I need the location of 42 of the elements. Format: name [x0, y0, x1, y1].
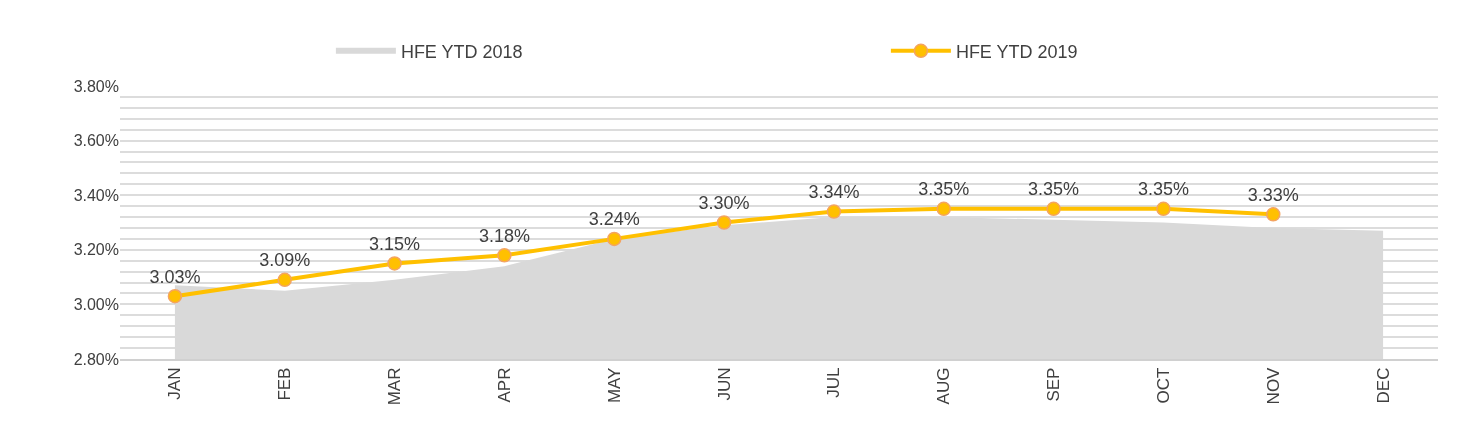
y-tick-label: 2.80%: [73, 350, 119, 368]
x-tick-label: DEC: [1373, 367, 1393, 404]
data-label: 3.34%: [808, 181, 860, 202]
point: [1266, 207, 1281, 222]
legend-label: HFE YTD 2019: [955, 41, 1078, 62]
point: [497, 248, 512, 263]
data-label: 3.30%: [698, 192, 750, 213]
data-label: 3.09%: [259, 250, 311, 271]
x-tick-label: MAY: [604, 367, 624, 404]
y-tick-label: 3.80%: [73, 77, 119, 95]
x-tick-label: JAN: [165, 367, 185, 400]
y-tick-label: 3.20%: [73, 241, 119, 259]
point: [1156, 201, 1171, 217]
data-label: 3.35%: [918, 179, 970, 200]
data-label: 3.03%: [149, 266, 201, 287]
data-label: 3.35%: [1137, 179, 1189, 200]
x-tick-label: OCT: [1153, 367, 1173, 404]
data-label: 3.18%: [478, 225, 530, 246]
x-tick-label: JUN: [714, 367, 734, 401]
point: [826, 204, 842, 219]
x-tick-label: JUL: [824, 367, 844, 398]
y-tick-label: 3.40%: [73, 186, 119, 204]
x-tick-label: AUG: [934, 367, 954, 405]
point: [1046, 201, 1061, 217]
legend-label: HFE YTD 2018: [400, 41, 523, 62]
point: [607, 231, 622, 247]
x-tick-label: MAR: [385, 367, 405, 406]
x-tick-label: FEB: [275, 367, 295, 401]
x-tick-label: APR: [494, 367, 514, 403]
x-tick-label: NOV: [1263, 366, 1283, 405]
y-tick-label: 3.00%: [73, 296, 119, 313]
data-label: 3.15%: [369, 233, 421, 254]
data-label: 3.33%: [1247, 184, 1299, 205]
point: [277, 272, 292, 288]
y-tick-label: 3.60%: [73, 132, 119, 150]
point: [716, 215, 732, 230]
point: [936, 201, 951, 217]
point: [167, 288, 183, 304]
x-tick-label: SEP: [1044, 367, 1064, 402]
data-label: 3.35%: [1028, 179, 1080, 200]
data-label: 3.24%: [588, 209, 640, 230]
point: [387, 256, 402, 271]
